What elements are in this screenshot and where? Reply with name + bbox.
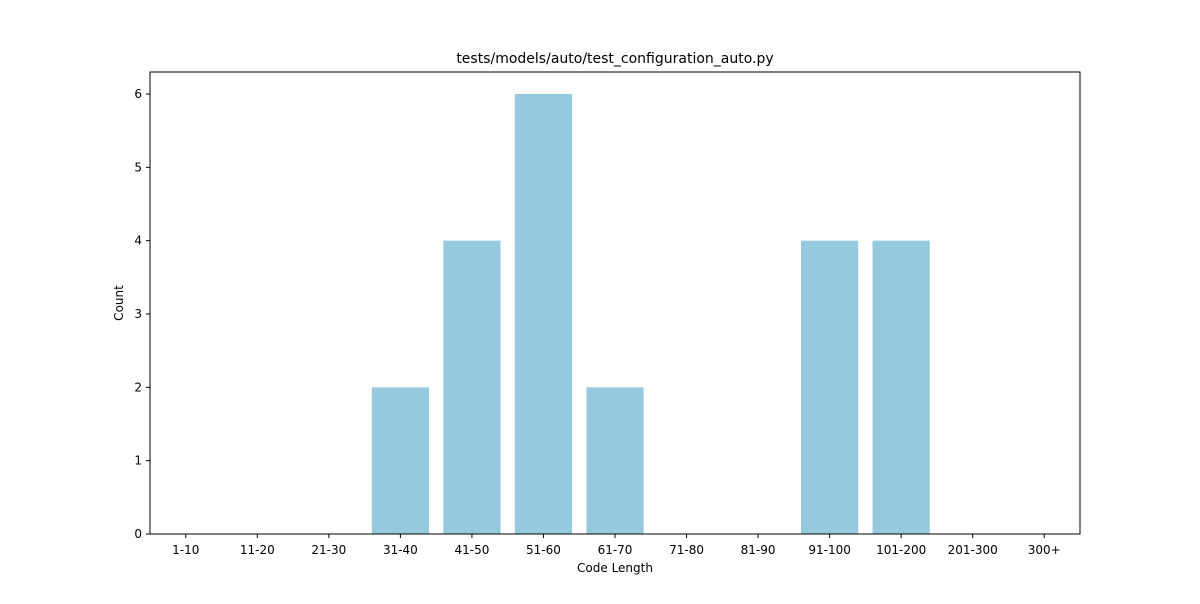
x-tick-label: 61-70 <box>598 543 633 557</box>
bar-101-200 <box>872 240 930 534</box>
bar-91-100 <box>801 240 859 534</box>
x-tick-label: 101-200 <box>876 543 926 557</box>
plot-frame <box>149 71 1081 535</box>
y-tick-label: 0 <box>134 527 142 541</box>
bars-layer <box>371 94 930 534</box>
x-axis-label: Code Length <box>577 561 653 575</box>
y-tick-label: 4 <box>134 234 142 248</box>
bar-41-50 <box>443 240 501 534</box>
bar-31-40 <box>371 387 429 534</box>
y-axis-label: Count <box>112 285 126 321</box>
x-tick-label: 81-90 <box>741 543 776 557</box>
y-tick-label: 1 <box>134 454 142 468</box>
y-tick-label: 3 <box>134 307 142 321</box>
bar-61-70 <box>586 387 644 534</box>
x-tick-label: 11-20 <box>240 543 275 557</box>
x-tick-label: 71-80 <box>669 543 704 557</box>
x-tick-label: 21-30 <box>311 543 346 557</box>
y-tick-label: 2 <box>134 380 142 394</box>
y-tick-label: 6 <box>134 87 142 101</box>
x-tick-label: 300+ <box>1028 543 1061 557</box>
chart-title: tests/models/auto/test_configuration_aut… <box>456 51 773 67</box>
x-tick-label: 31-40 <box>383 543 418 557</box>
x-tick-label: 1-10 <box>172 543 199 557</box>
x-tick-label: 201-300 <box>948 543 998 557</box>
x-tick-label: 91-100 <box>808 543 851 557</box>
x-tick-label: 51-60 <box>526 543 561 557</box>
x-tick-label: 41-50 <box>454 543 489 557</box>
y-tick-label: 5 <box>134 160 142 174</box>
y-axis-ticks: 0 1 2 3 4 5 6 <box>134 87 150 541</box>
bar-51-60 <box>514 94 573 534</box>
x-axis-ticks: 1-10 11-20 21-30 31-40 41-50 51-60 61-70 71-80 8… <box>172 534 1061 557</box>
